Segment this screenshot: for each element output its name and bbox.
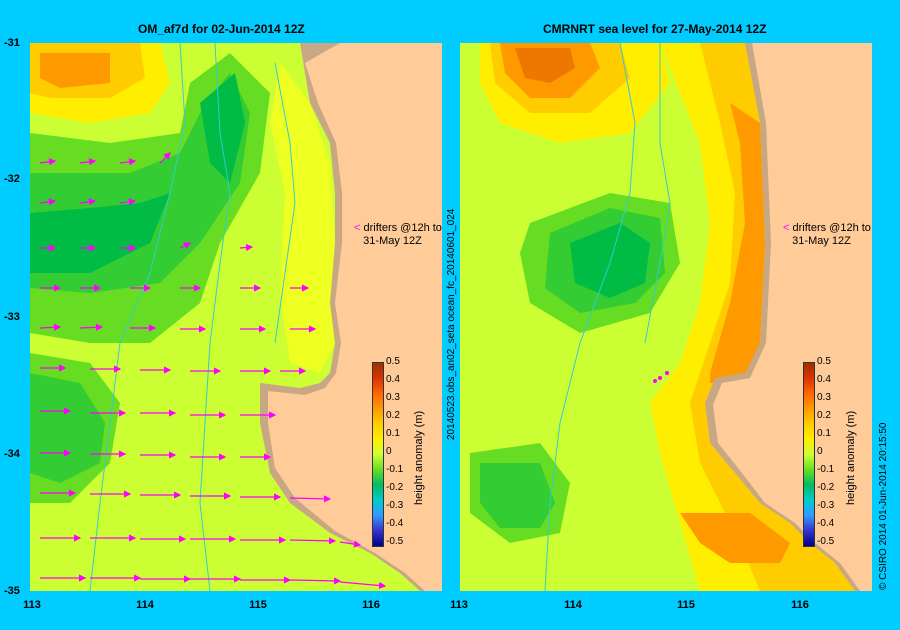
land [713,43,872,591]
right-map-panel [460,43,872,591]
x-tick-label: 113 [450,599,468,611]
colorbar-tick-label: 0.3 [386,392,400,403]
colorbar-tick-label: -0.4 [817,518,835,529]
colorbar-tick-label: 0.1 [386,428,400,439]
colorbar-tick-label: 0.5 [386,356,400,367]
colorbar-left [372,362,384,547]
colorbar-label-left: height anomaly (m) [413,410,425,505]
colorbar-tick-label: -0.4 [386,518,404,529]
colorbar-tick-label: 0.4 [817,374,831,385]
colorbar-tick-label: 0.2 [817,410,831,421]
colorbar-tick-label: -0.2 [817,482,835,493]
colorbar-tick-label: -0.1 [386,464,404,475]
copyright-label: © CSIRO 2014 01-Jun-2014 20:15:50 [878,422,889,590]
x-tick-label: 114 [136,599,154,611]
colorbar-tick-label: -0.3 [817,500,835,511]
colorbar-tick-label: -0.1 [817,464,835,475]
colorbar-tick-label: -0.5 [386,536,404,547]
colorbar-tick-label: -0.5 [817,536,835,547]
x-tick-label: 116 [362,599,380,611]
left-map-panel [30,43,442,591]
colorbar-tick-label: -0.2 [386,482,404,493]
colorbar-tick-label: 0.3 [817,392,831,403]
colorbar-tick-label: 0.2 [386,410,400,421]
colorbar-right [803,362,815,547]
left-map-field [30,43,442,591]
colorbar-tick-label: -0.3 [386,500,404,511]
colorbar-tick-label: 0.5 [817,356,831,367]
colorbar-label-right: height anomaly (m) [845,410,857,505]
y-tick-label: -32 [4,173,20,185]
current-vectors [39,152,387,590]
x-tick-label: 113 [23,599,41,611]
y-tick-label: -35 [4,585,20,597]
x-tick-label: 114 [564,599,582,611]
drifter-note-left: < drifters @12h to 31-May 12Z [354,222,442,247]
y-tick-label: -34 [4,448,20,460]
y-tick-label: -31 [4,37,20,49]
left-map-title: OM_af7d for 02-Jun-2014 12Z [138,22,305,36]
x-tick-label: 115 [249,599,267,611]
right-map-title: CMRNRT sea level for 27-May-2014 12Z [543,22,767,36]
x-tick-label: 116 [791,599,809,611]
right-map-field [460,43,872,591]
drifter-note-right: < drifters @12h to 31-May 12Z [783,222,871,247]
y-tick-label: -33 [4,311,20,323]
land [268,43,442,591]
colorbar-tick-label: 0 [386,446,392,457]
colorbar-tick-label: 0.1 [817,428,831,439]
x-tick-label: 115 [677,599,695,611]
run-info-label: 20140523.obs_an02_seta ocean_fc_20140601… [446,208,457,440]
colorbar-tick-label: 0.4 [386,374,400,385]
colorbar-tick-label: 0 [817,446,823,457]
